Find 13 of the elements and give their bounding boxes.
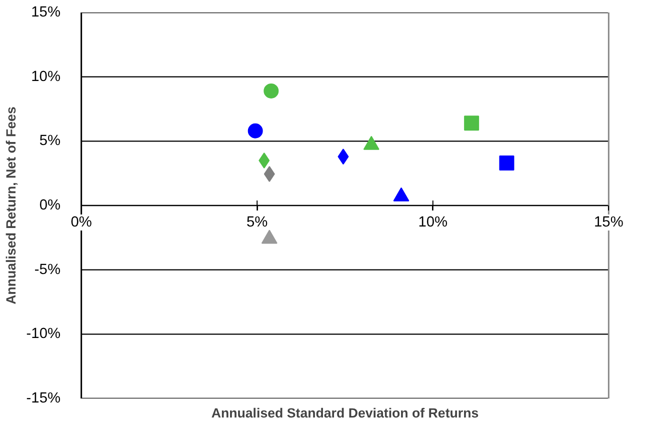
x-tick-label: 10% bbox=[418, 214, 448, 230]
y-tick-label: -15% bbox=[26, 390, 61, 406]
x-tick-label: 5% bbox=[246, 214, 268, 230]
y-tick-label: -10% bbox=[26, 326, 61, 342]
y-tick-label: 15% bbox=[31, 4, 61, 20]
y-axis-title: Annualised Return, Net of Fees bbox=[3, 106, 18, 304]
y-tick-label: 5% bbox=[39, 133, 61, 150]
x-axis-title: Annualised Standard Deviation of Returns bbox=[211, 406, 479, 420]
x-tick-label: 0% bbox=[70, 214, 92, 230]
x-tick-label: 15% bbox=[594, 214, 624, 230]
y-tick-label: 0% bbox=[39, 198, 61, 214]
y-tick-label: -5% bbox=[34, 262, 61, 278]
y-tick-label: 10% bbox=[31, 68, 61, 85]
